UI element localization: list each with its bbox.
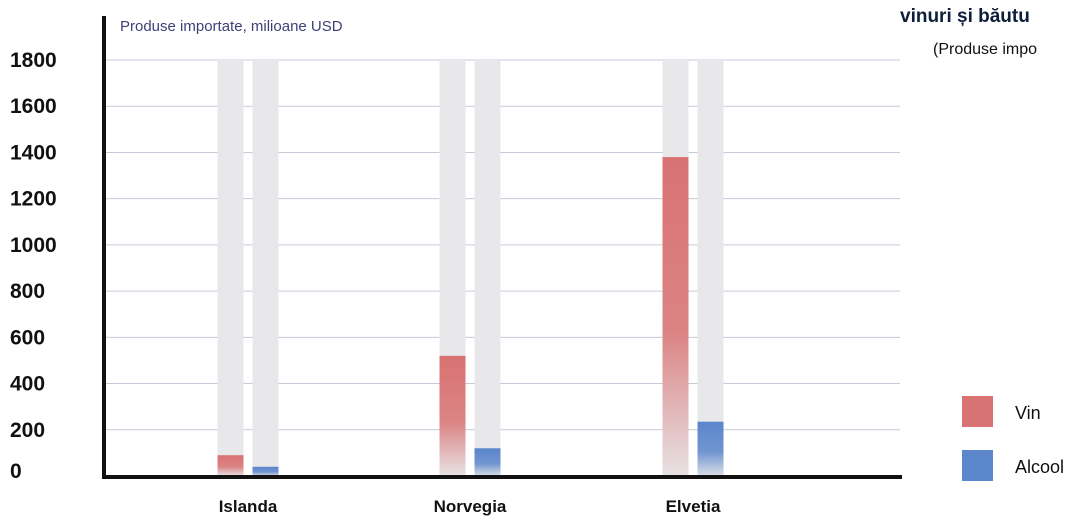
background-bars — [217, 60, 724, 476]
x-category-label-islanda: Islanda — [219, 497, 278, 516]
y-tick-label-800: 800 — [10, 280, 45, 303]
y-tick-label-1600: 1600 — [10, 95, 57, 118]
bar-elvetia-vin — [662, 157, 689, 477]
y-tick-label-1800: 1800 — [10, 49, 57, 72]
y-axis-label: Produse importate, milioane USD — [120, 18, 343, 35]
y-tick-label-600: 600 — [10, 326, 45, 349]
x-category-label-norvegia: Norvegia — [434, 497, 507, 516]
legend-swatch-alcool — [962, 450, 993, 481]
bar-islanda-vin — [217, 455, 244, 476]
background-bar-elvetia-alcool — [697, 60, 724, 476]
bar-norvegia-vin — [439, 355, 466, 476]
y-tick-label-1400: 1400 — [10, 141, 57, 164]
legend-swatch-vin — [962, 396, 993, 427]
chart-title: vinuri și băutu — [900, 6, 1030, 27]
bar-norvegia-alcool — [474, 448, 501, 476]
data-bars — [217, 157, 724, 477]
background-bar-norvegia-alcool — [474, 60, 501, 476]
y-tick-label-400: 400 — [10, 373, 45, 396]
bar-elvetia-alcool — [697, 421, 724, 476]
x-category-label-elvetia: Elvetia — [666, 497, 721, 516]
legend: Vin Alcool — [962, 396, 1064, 481]
y-tick-label-0: 0 — [10, 460, 22, 483]
y-tick-label-200: 200 — [10, 419, 45, 442]
background-bar-islanda-alcool — [252, 60, 279, 476]
legend-label-alcool: Alcool — [1015, 457, 1064, 477]
y-tick-label-1200: 1200 — [10, 188, 57, 211]
y-axis-ticks: 0 200 400 600 800 1000 1200 1400 1600 1800 — [10, 49, 57, 483]
bar-islanda-alcool — [252, 466, 279, 476]
background-bar-islanda-vin — [217, 60, 244, 476]
x-axis-categories: Islanda Norvegia Elvetia — [219, 497, 721, 516]
chart-subtitle: (Produse impo — [933, 41, 1037, 58]
y-tick-label-1000: 1000 — [10, 234, 57, 257]
legend-label-vin: Vin — [1015, 403, 1041, 423]
